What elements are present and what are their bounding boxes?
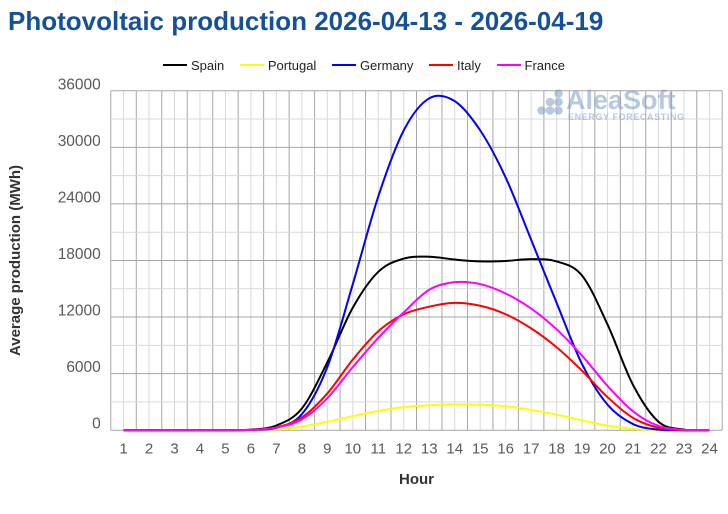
svg-text:13: 13 <box>421 441 438 458</box>
svg-text:2: 2 <box>145 441 153 458</box>
svg-text:AleaSoft: AleaSoft <box>566 85 676 115</box>
svg-text:15: 15 <box>472 441 489 458</box>
svg-text:6: 6 <box>247 441 255 458</box>
svg-text:18: 18 <box>548 441 565 458</box>
svg-text:14: 14 <box>446 441 463 458</box>
svg-text:17: 17 <box>523 441 540 458</box>
svg-text:22: 22 <box>650 441 667 458</box>
svg-text:20: 20 <box>599 441 616 458</box>
svg-text:3: 3 <box>170 441 178 458</box>
svg-text:12000: 12000 <box>58 303 101 320</box>
svg-text:30000: 30000 <box>58 133 101 150</box>
svg-text:1: 1 <box>119 441 127 458</box>
svg-text:12: 12 <box>395 441 412 458</box>
svg-text:36000: 36000 <box>58 76 101 93</box>
svg-text:7: 7 <box>272 441 280 458</box>
svg-text:Hour: Hour <box>399 471 434 488</box>
svg-text:0: 0 <box>92 416 101 433</box>
svg-text:24000: 24000 <box>58 189 101 206</box>
svg-text:6000: 6000 <box>66 359 101 376</box>
svg-text:4: 4 <box>196 441 204 458</box>
svg-text:9: 9 <box>323 441 331 458</box>
svg-text:8: 8 <box>298 441 306 458</box>
svg-text:19: 19 <box>574 441 591 458</box>
svg-text:16: 16 <box>497 441 514 458</box>
svg-text:11: 11 <box>371 441 387 458</box>
svg-text:23: 23 <box>676 441 693 458</box>
svg-text:5: 5 <box>221 441 229 458</box>
svg-text:24: 24 <box>701 441 718 458</box>
svg-text:Average production (MWh): Average production (MWh) <box>7 165 24 356</box>
svg-text:18000: 18000 <box>58 246 101 263</box>
svg-text:10: 10 <box>344 441 361 458</box>
svg-text:21: 21 <box>625 441 642 458</box>
svg-text:ENERGY FORECASTING: ENERGY FORECASTING <box>568 112 685 122</box>
